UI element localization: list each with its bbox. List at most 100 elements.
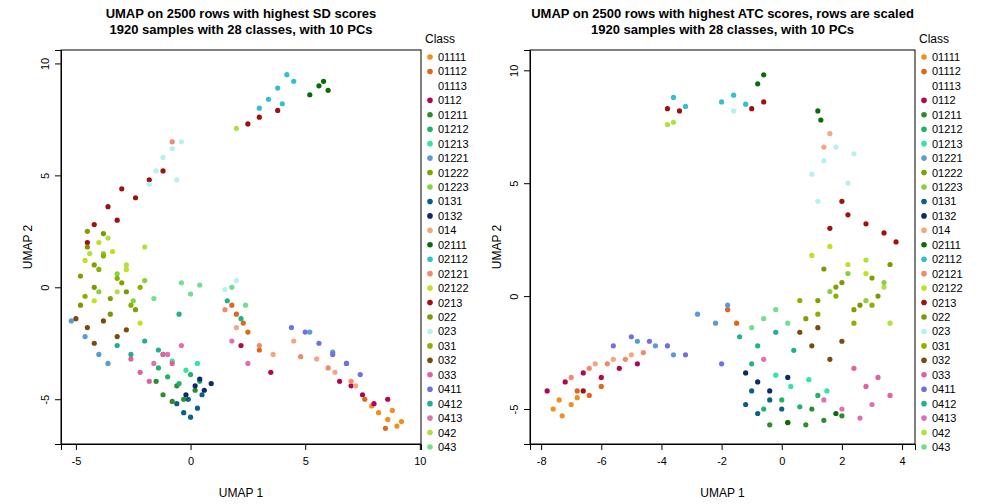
- point: [773, 373, 778, 378]
- point: [119, 186, 124, 191]
- point: [96, 267, 101, 272]
- point: [761, 72, 766, 77]
- legend-title: Class: [425, 32, 455, 46]
- legend-label: 0112: [438, 94, 462, 106]
- legend-swatch: [427, 343, 433, 349]
- legend-swatch: [427, 228, 433, 234]
- legend-label: 02111: [932, 239, 961, 251]
- figure: UMAP on 2500 rows with highest SD scores…: [0, 0, 1008, 504]
- points: [545, 72, 899, 427]
- legend-swatch: [921, 343, 927, 349]
- point: [229, 303, 234, 308]
- point: [115, 289, 120, 294]
- point: [371, 401, 376, 406]
- point: [887, 262, 892, 267]
- point: [101, 231, 106, 236]
- tick-label: 0: [508, 294, 520, 300]
- tick-mark: [524, 183, 530, 184]
- legend-swatch: [427, 329, 433, 335]
- legend-swatch: [427, 170, 433, 176]
- series: [803, 275, 874, 321]
- point: [635, 339, 640, 344]
- point: [881, 284, 886, 289]
- legend-label: 0412: [932, 398, 956, 410]
- point: [863, 271, 868, 276]
- y-axis: -50510: [39, 51, 62, 445]
- point: [845, 262, 850, 267]
- point: [785, 321, 790, 326]
- series: [115, 298, 244, 357]
- point: [734, 321, 739, 326]
- point: [160, 155, 165, 160]
- point: [641, 350, 646, 355]
- point: [245, 329, 250, 334]
- point: [797, 404, 802, 409]
- legend-swatch: [921, 386, 927, 392]
- point: [353, 383, 358, 388]
- legend-swatch: [921, 69, 927, 75]
- point: [73, 316, 78, 321]
- legend-label: 0413: [438, 412, 462, 424]
- series: [743, 388, 784, 416]
- point: [863, 257, 868, 262]
- point: [815, 393, 820, 398]
- tick-label: 10: [39, 58, 51, 70]
- legend-label: 01113: [932, 80, 961, 92]
- point: [551, 406, 556, 411]
- point: [761, 316, 766, 321]
- point: [151, 296, 156, 301]
- point: [399, 419, 404, 424]
- series: [545, 361, 640, 393]
- series: [671, 93, 748, 109]
- point: [289, 325, 294, 330]
- point: [229, 338, 234, 343]
- x-tick: -6: [597, 444, 607, 467]
- y-axis: -50510: [508, 51, 531, 445]
- legend-swatch: [921, 170, 927, 176]
- series: [761, 393, 820, 412]
- point: [857, 303, 862, 308]
- point: [376, 410, 381, 415]
- point: [394, 423, 399, 428]
- legend-swatch: [427, 141, 433, 147]
- tick-label: 0: [188, 455, 194, 467]
- tick-mark: [524, 296, 530, 297]
- point: [815, 108, 820, 113]
- tick-mark: [191, 444, 192, 450]
- point: [821, 418, 826, 423]
- point: [815, 312, 820, 317]
- y-tick: -5: [508, 405, 530, 415]
- point: [749, 388, 754, 393]
- legend-swatch: [427, 213, 433, 219]
- point: [69, 318, 74, 323]
- point: [809, 406, 814, 411]
- legend-swatch: [921, 314, 927, 320]
- point: [222, 307, 227, 312]
- point: [818, 117, 823, 122]
- point: [257, 343, 262, 348]
- point: [160, 352, 165, 357]
- point: [611, 357, 616, 362]
- chart-subtitle: 1920 samples with 28 classes, with 10 PC…: [591, 22, 854, 37]
- legend-swatch: [427, 54, 433, 60]
- point: [881, 230, 886, 235]
- point: [581, 370, 586, 375]
- point: [85, 325, 90, 330]
- point: [197, 282, 202, 287]
- point: [115, 271, 120, 276]
- point: [124, 267, 129, 272]
- series: [761, 357, 874, 421]
- point: [791, 348, 796, 353]
- legend-swatch: [921, 199, 927, 205]
- point: [869, 275, 874, 280]
- point: [209, 381, 214, 386]
- point: [851, 366, 856, 371]
- point: [195, 406, 200, 411]
- y-axis-title: UMAP 2: [490, 224, 504, 269]
- point: [101, 253, 106, 258]
- point: [560, 413, 565, 418]
- point: [316, 341, 321, 346]
- point: [124, 289, 129, 294]
- legend-label: 014: [438, 224, 456, 236]
- point: [869, 303, 874, 308]
